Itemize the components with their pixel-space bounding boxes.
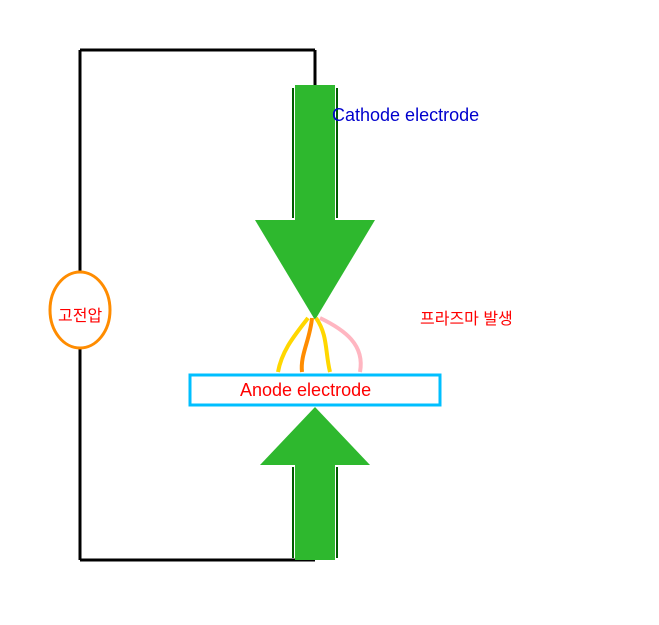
plasma-circuit-diagram: Cathode electrode 고전압 프라즈마 발생 Anode elec… (0, 0, 659, 625)
cathode-label: Cathode electrode (332, 105, 479, 126)
voltage-source-label: 고전압 (58, 302, 102, 326)
plasma-label: 프라즈마 발생 (420, 305, 513, 329)
anode-arrow (260, 407, 370, 560)
anode-label: Anode electrode (240, 380, 371, 401)
circuit-wires (80, 50, 315, 560)
plasma-curves (278, 318, 361, 372)
